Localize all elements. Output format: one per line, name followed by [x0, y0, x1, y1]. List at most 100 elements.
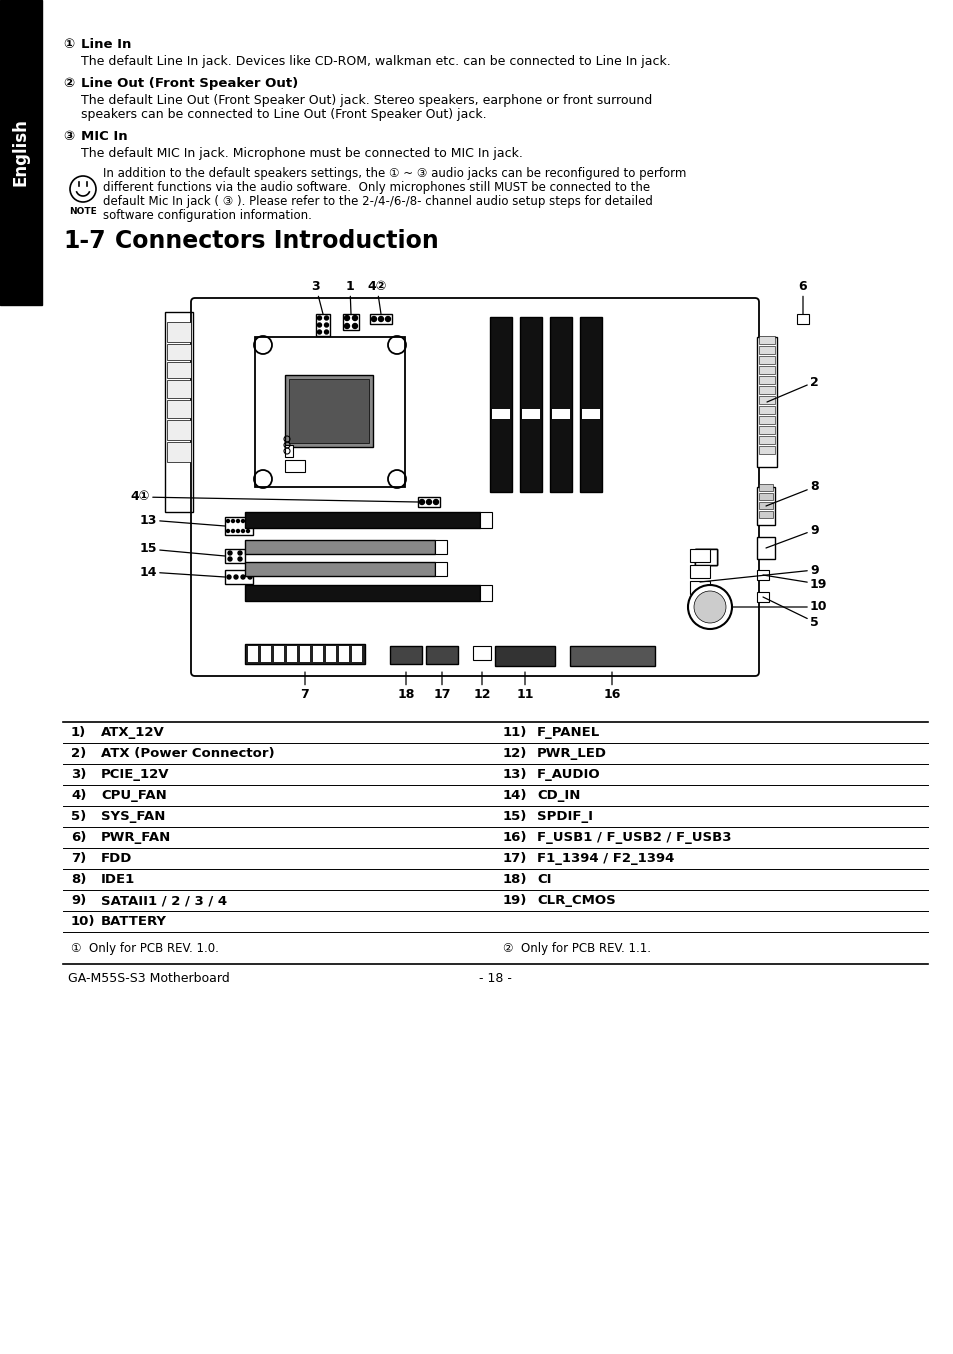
Text: 16): 16) [502, 831, 527, 844]
Text: ①: ① [63, 38, 74, 51]
Text: 19): 19) [502, 894, 527, 907]
Bar [225, 570, 253, 584]
Bar [759, 493, 772, 500]
Bar [759, 445, 774, 454]
Bar [326, 646, 335, 662]
Text: 2: 2 [766, 375, 818, 402]
Bar [759, 386, 774, 394]
Bar [579, 317, 601, 492]
Bar [261, 646, 271, 662]
Circle shape [317, 315, 321, 320]
Bar [569, 646, 655, 666]
Bar [289, 379, 369, 443]
Text: 9): 9) [71, 894, 86, 907]
Bar [495, 646, 555, 666]
Text: ATX_12V: ATX_12V [101, 726, 165, 739]
Text: 8: 8 [765, 481, 818, 506]
Bar [492, 409, 510, 420]
Text: 5: 5 [762, 597, 818, 628]
Text: speakers can be connected to Line Out (Front Speaker Out) jack.: speakers can be connected to Line Out (F… [81, 108, 486, 121]
Text: F_AUDIO: F_AUDIO [537, 768, 600, 781]
Text: ②  Only for PCB REV. 1.1.: ② Only for PCB REV. 1.1. [502, 942, 650, 955]
Text: - 18 -: - 18 - [478, 972, 512, 984]
Circle shape [228, 551, 232, 555]
Bar [759, 483, 772, 492]
Bar [285, 375, 373, 447]
Bar [338, 646, 349, 662]
Bar [689, 581, 709, 594]
Text: ①  Only for PCB REV. 1.0.: ① Only for PCB REV. 1.0. [71, 942, 218, 955]
Bar [165, 311, 193, 512]
Circle shape [228, 556, 232, 561]
Bar [759, 502, 772, 509]
Bar [167, 399, 191, 418]
Text: In addition to the default speakers settings, the ① ~ ③ audio jacks can be recon: In addition to the default speakers sett… [103, 167, 685, 180]
Circle shape [426, 500, 431, 505]
Text: 2): 2) [71, 747, 86, 760]
Bar [370, 314, 392, 324]
Text: 10): 10) [71, 915, 95, 927]
Text: 4②: 4② [367, 280, 386, 314]
Bar [225, 517, 253, 535]
Bar [0, 0, 42, 305]
Bar [479, 585, 492, 601]
Text: FDD: FDD [101, 852, 132, 865]
Text: 9: 9 [700, 563, 818, 582]
Circle shape [236, 520, 239, 523]
Circle shape [237, 551, 242, 555]
Text: 12: 12 [473, 672, 490, 700]
Text: 15: 15 [139, 543, 225, 556]
Bar [757, 487, 774, 525]
Text: BATTERY: BATTERY [101, 915, 167, 927]
Circle shape [687, 585, 731, 630]
Text: 1-7: 1-7 [63, 229, 106, 253]
Bar [343, 314, 358, 330]
Text: NOTE: NOTE [69, 207, 97, 217]
Bar [757, 538, 774, 559]
Text: 18: 18 [396, 672, 415, 700]
Circle shape [419, 500, 424, 505]
Text: IDE1: IDE1 [101, 873, 135, 886]
Bar [759, 347, 774, 353]
Bar [274, 646, 284, 662]
Bar [759, 436, 774, 444]
Text: English: English [12, 119, 30, 187]
Bar [285, 460, 305, 473]
Circle shape [324, 330, 328, 334]
Bar [581, 409, 599, 420]
Text: 6: 6 [798, 280, 806, 314]
Circle shape [236, 529, 239, 532]
Text: 4): 4) [71, 789, 87, 802]
Bar [689, 565, 709, 578]
Bar [473, 646, 491, 659]
Circle shape [248, 575, 252, 580]
Text: ③: ③ [63, 130, 74, 144]
Bar [285, 445, 293, 458]
Text: CLR_CMOS: CLR_CMOS [537, 894, 615, 907]
Text: 14): 14) [502, 789, 527, 802]
Text: F_PANEL: F_PANEL [537, 726, 599, 739]
Bar [695, 548, 717, 565]
Circle shape [246, 520, 250, 523]
Bar [417, 497, 439, 506]
Bar [167, 362, 191, 378]
Text: 16: 16 [602, 672, 620, 700]
Circle shape [227, 575, 231, 580]
Text: PCIE_12V: PCIE_12V [101, 768, 170, 781]
Bar [390, 646, 421, 663]
Text: SYS_FAN: SYS_FAN [101, 810, 165, 823]
Text: 5): 5) [71, 810, 86, 823]
Text: MIC In: MIC In [81, 130, 128, 144]
Text: Line In: Line In [81, 38, 132, 51]
Circle shape [344, 315, 349, 321]
Circle shape [324, 324, 328, 328]
Bar [759, 510, 772, 519]
Bar [759, 395, 774, 403]
Bar [689, 597, 709, 611]
Bar [521, 409, 539, 420]
Bar [254, 337, 405, 487]
Bar [167, 344, 191, 360]
Bar [519, 317, 541, 492]
Bar [426, 646, 457, 663]
Text: 3: 3 [312, 280, 323, 314]
